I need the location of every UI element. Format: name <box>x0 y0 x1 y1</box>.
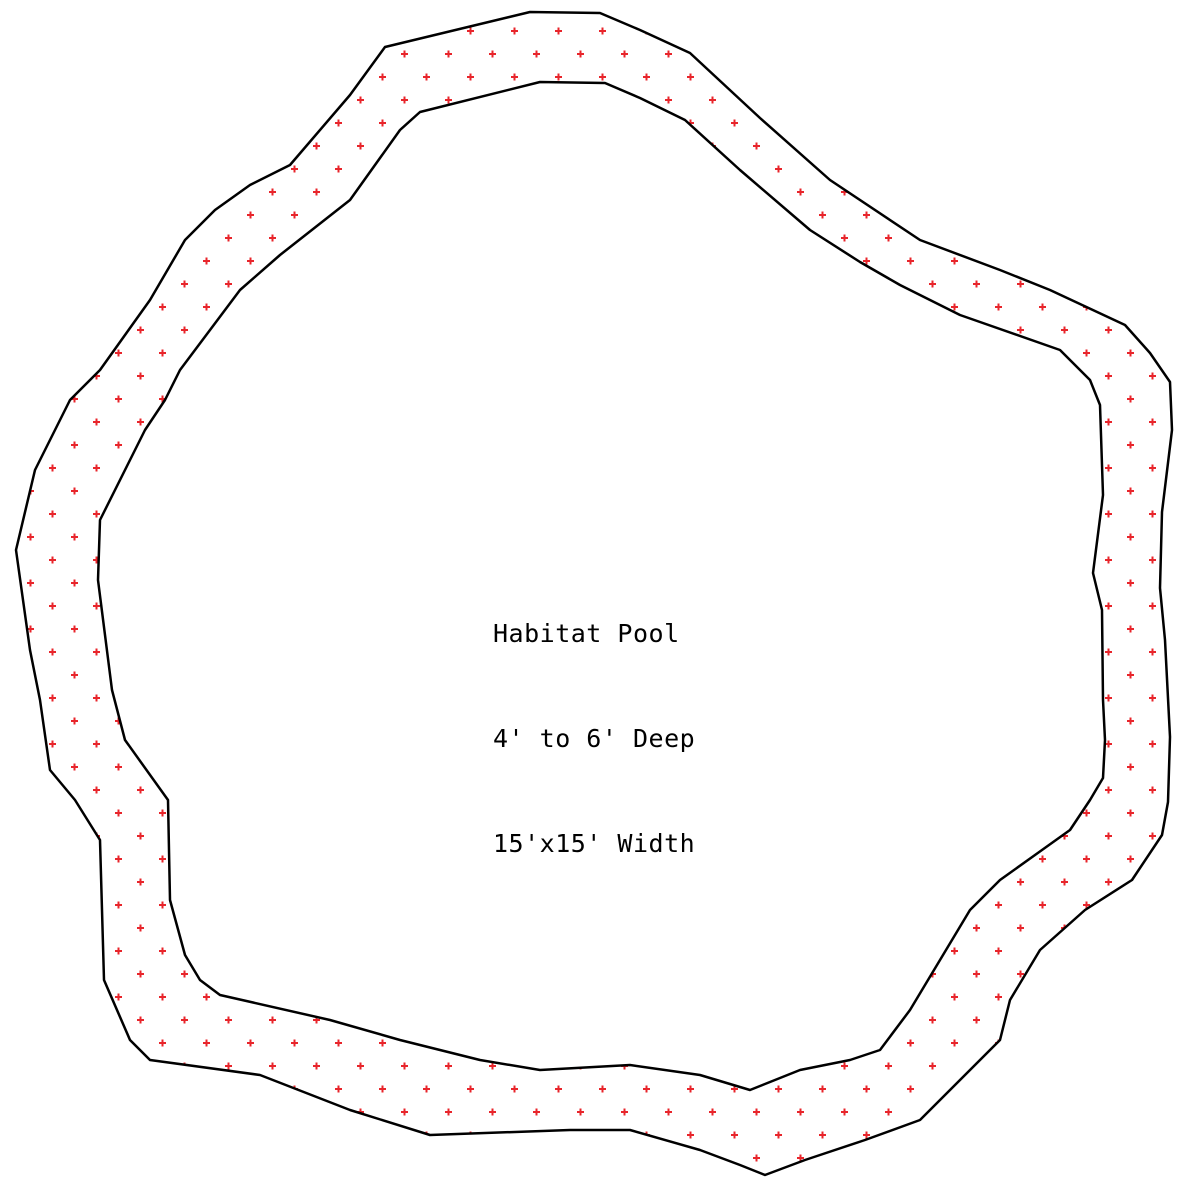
pool-name-text: Habitat Pool <box>493 619 680 648</box>
pool-outer-edge <box>14 10 1174 1177</box>
pool-width-text: 15'x15' Width <box>493 829 696 858</box>
pool-inner-edge <box>96 80 1107 1092</box>
pool-depth-text: 4' to 6' Deep <box>493 724 696 753</box>
pool-label: Habitat Pool 4' to 6' Deep 15'x15' Width <box>493 546 695 896</box>
